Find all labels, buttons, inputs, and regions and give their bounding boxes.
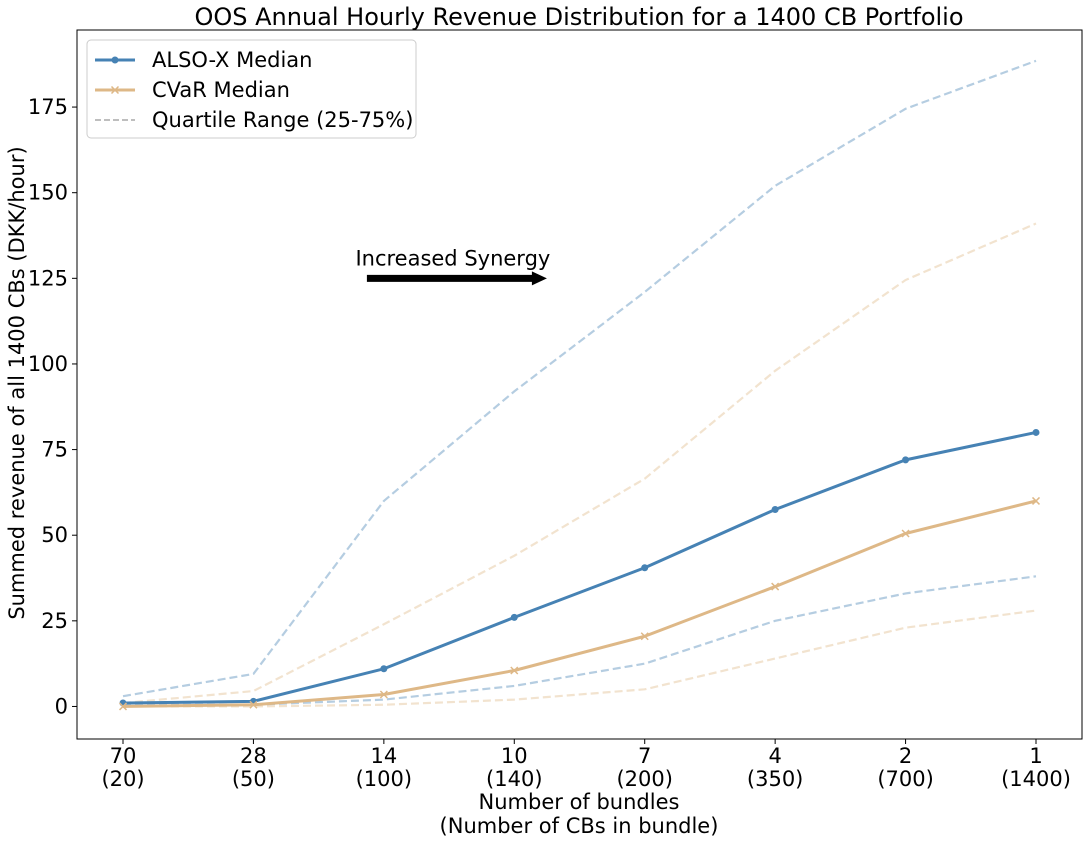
y-tick-label: 125: [28, 266, 68, 290]
plot-area: Increased Synergy: [76, 29, 1083, 740]
axes-frame: [76, 29, 1083, 740]
data-point: [641, 564, 649, 572]
y-axis: 0 25 50 75 100 125 150 175: [28, 95, 77, 718]
data-point: [379, 690, 388, 699]
data-point: [510, 613, 518, 621]
annotation-label: Increased Synergy: [355, 246, 550, 270]
data-point: [1032, 428, 1040, 436]
data-point: [118, 702, 128, 711]
legend-label-also-x: ALSO-X Median: [152, 48, 312, 72]
x-tick-label-bundles: 14: [370, 744, 397, 768]
x-axis: 70(20)28(50)14(100)10(140)7(200)4(350)2(…: [101, 739, 1071, 791]
legend-marker-also-x: [111, 56, 119, 64]
y-axis-label: Summed revenue of all 1400 CBs (DKK/hour…: [5, 146, 29, 619]
x-tick-label-cbs: (50): [232, 767, 275, 791]
data-point: [510, 666, 519, 675]
quartile-line: [122, 59, 1037, 698]
data-point: [902, 456, 910, 464]
x-tick-label-cbs: (350): [747, 767, 803, 791]
quartile-line: [122, 222, 1037, 705]
annotation-arrow-head: [531, 271, 547, 286]
x-tick-label-cbs: (700): [877, 767, 933, 791]
series-line: [122, 430, 1037, 705]
median-series: [118, 428, 1041, 711]
y-tick-label: 25: [41, 609, 68, 633]
data-point: [771, 506, 779, 514]
legend-label-quartile: Quartile Range (25-75%): [152, 108, 413, 132]
legend-marker-cvar: [110, 85, 120, 95]
x-tick-label-cbs: (200): [616, 767, 672, 791]
x-tick-label-bundles: 7: [638, 744, 651, 768]
quartile-line: [123, 575, 1037, 706]
synergy-annotation: Increased Synergy: [355, 246, 550, 286]
y-tick-label: 50: [41, 523, 68, 547]
quartile-line: [123, 609, 1037, 708]
legend-label-cvar: CVaR Median: [152, 78, 290, 102]
x-axis-label-line2: (Number of CBs in bundle): [440, 814, 719, 838]
data-point: [380, 665, 388, 673]
x-axis-label-line1: Number of bundles: [479, 790, 680, 814]
y-tick-label: 100: [28, 352, 68, 376]
y-tick-label: 0: [55, 694, 68, 718]
x-tick-label-cbs: (20): [101, 767, 144, 791]
data-point: [771, 582, 780, 591]
x-tick-label-bundles: 70: [110, 744, 137, 768]
data-point: [1031, 496, 1041, 505]
y-tick-label: 150: [28, 181, 68, 205]
x-tick-label-cbs: (100): [356, 767, 412, 791]
x-tick-label-bundles: 10: [501, 744, 528, 768]
data-point: [640, 632, 649, 641]
x-tick-label-bundles: 2: [899, 744, 912, 768]
chart-title: OOS Annual Hourly Revenue Distribution f…: [194, 3, 963, 31]
legend-frame: [86, 39, 417, 139]
legend: ALSO-X Median CVaR Median Quartile Range…: [86, 39, 417, 139]
x-tick-label-cbs: (140): [486, 767, 542, 791]
data-point: [901, 529, 910, 538]
series-line: [122, 499, 1037, 708]
x-tick-label-cbs: (1400): [1001, 767, 1071, 791]
data-point: [249, 700, 258, 709]
y-tick-label: 175: [28, 95, 68, 119]
quartile-lines: [122, 59, 1037, 708]
x-tick-label-bundles: 4: [768, 744, 781, 768]
x-tick-label-bundles: 1: [1029, 744, 1042, 768]
x-tick-label-bundles: 28: [240, 744, 267, 768]
y-tick-label: 75: [41, 438, 68, 462]
